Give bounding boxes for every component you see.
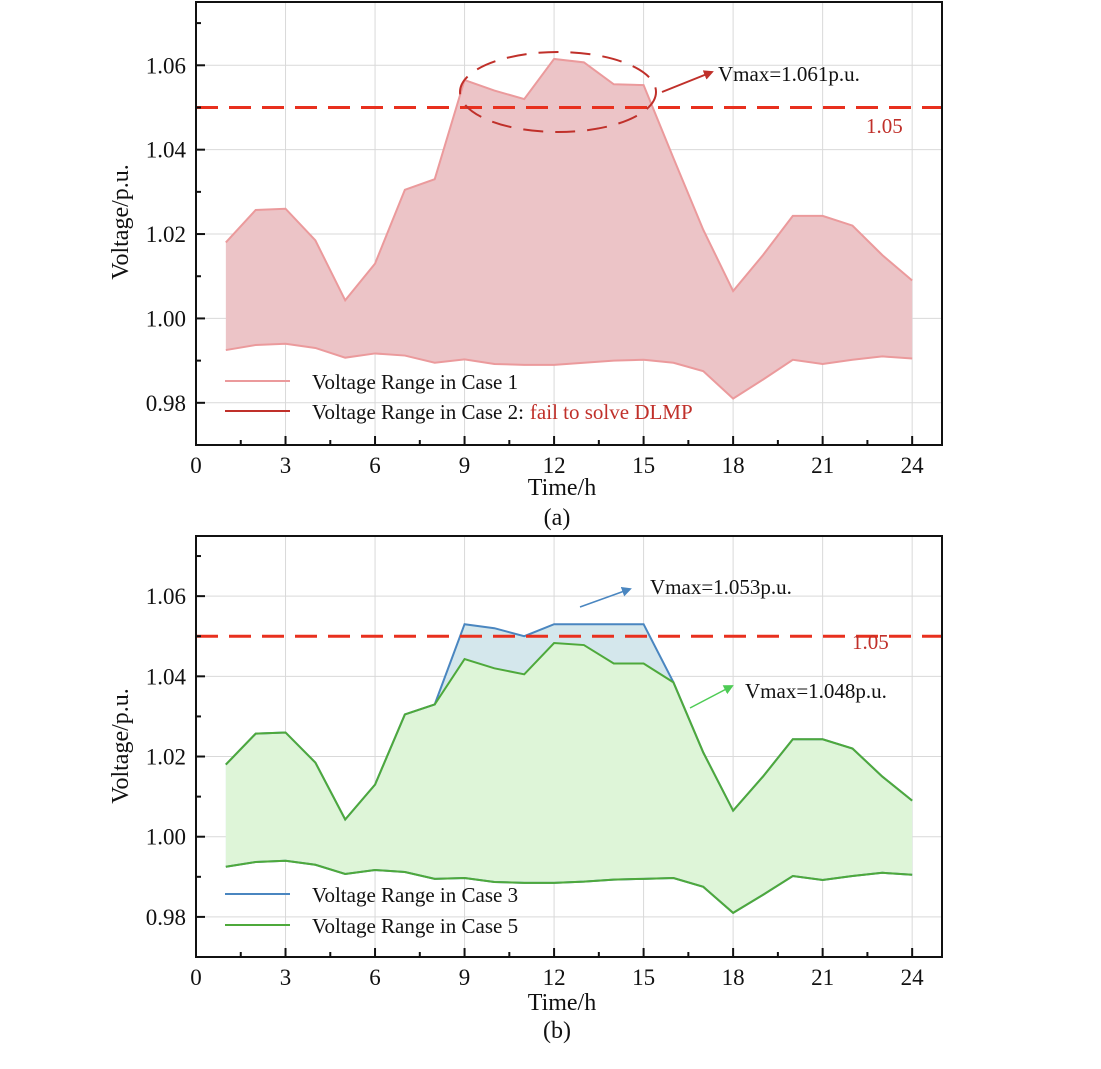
- panel-a: 0 3 6 9 12 15 18 21 24 0.98 1.00 1.02 1.04 1.06: [146, 1, 943, 478]
- x-tick-label: 15: [632, 965, 655, 990]
- y-tick-label: 1.04: [146, 138, 187, 163]
- y-tick-label: 1.04: [146, 664, 187, 689]
- x-tick-label: 3: [280, 965, 292, 990]
- legend-label-case1: Voltage Range in Case 1: [312, 370, 518, 394]
- y-tick-label: 1.00: [146, 306, 186, 331]
- legend-label-case2-note: fail to solve DLMP: [530, 400, 693, 424]
- x-tick-label: 6: [369, 453, 381, 478]
- highlight-ellipse: [459, 51, 657, 133]
- annotation-vmax-a: Vmax=1.061p.u.: [718, 62, 860, 86]
- x-tick-label: 18: [722, 965, 745, 990]
- y-tick-label: 0.98: [146, 391, 186, 416]
- legend-label-case5: Voltage Range in Case 5: [312, 914, 518, 938]
- x-tick-label: 15: [632, 453, 655, 478]
- threshold-label-a: 1.05: [866, 114, 903, 138]
- y-axis-label-b: Voltage/p.u.: [108, 688, 134, 804]
- legend-label-case2: Voltage Range in Case 2: fail to solve DL…: [312, 400, 693, 424]
- series-upper-line-2: [225, 642, 913, 822]
- caption-b: (b): [543, 1018, 571, 1044]
- x-tick-label: 12: [543, 453, 566, 478]
- x-tick-label: 0: [190, 453, 202, 478]
- y-axis-label-a: Voltage/p.u.: [108, 164, 134, 280]
- annotation-arrow-a: [661, 70, 714, 93]
- annotation-arrow-case3: [579, 587, 632, 608]
- annotation-arrow-case5: [689, 685, 734, 709]
- x-tick-label: 24: [901, 453, 925, 478]
- x-tick-label: 0: [190, 965, 202, 990]
- x-tick-label: 6: [369, 965, 381, 990]
- x-tick-label: 24: [901, 965, 925, 990]
- annotation-vmax-case5: Vmax=1.048p.u.: [745, 679, 887, 703]
- legend-label-case2-name: Voltage Range in Case 2:: [312, 400, 524, 424]
- annotation-vmax-case3: Vmax=1.053p.u.: [650, 575, 792, 599]
- x-tick-label: 18: [722, 453, 745, 478]
- legend-label-case3: Voltage Range in Case 3: [312, 883, 518, 907]
- x-axis-label-b: Time/h: [528, 990, 596, 1016]
- plot-frame: [195, 1, 943, 446]
- panel-b: 0 3 6 9 12 15 18 21 24 0.98 1.00 1.02 1.04 1.06: [146, 535, 943, 990]
- y-tick-label: 1.06: [146, 53, 186, 78]
- y-tick-label: 1.06: [146, 584, 186, 609]
- series-upper-line-1: [225, 57, 913, 303]
- x-tick-label: 12: [543, 965, 566, 990]
- caption-a: (a): [544, 505, 571, 531]
- y-tick-label: 1.02: [146, 222, 186, 247]
- range-area-1: [225, 58, 913, 399]
- x-axis-label-a: Time/h: [528, 475, 596, 501]
- x-tick-label: 9: [459, 453, 471, 478]
- range-area-2: [225, 643, 913, 913]
- y-tick-label: 0.98: [146, 905, 186, 930]
- x-tick-label: 21: [811, 965, 834, 990]
- series-lower-line-1: [225, 342, 913, 400]
- y-tick-label: 1.00: [146, 825, 186, 850]
- plot-frame: [195, 535, 943, 958]
- threshold-label-b: 1.05: [852, 630, 889, 654]
- x-tick-label: 21: [811, 453, 834, 478]
- y-tick-label: 1.02: [146, 745, 186, 770]
- x-tick-label: 3: [280, 453, 292, 478]
- x-tick-label: 9: [459, 965, 471, 990]
- series-lower-line-2: [225, 859, 913, 915]
